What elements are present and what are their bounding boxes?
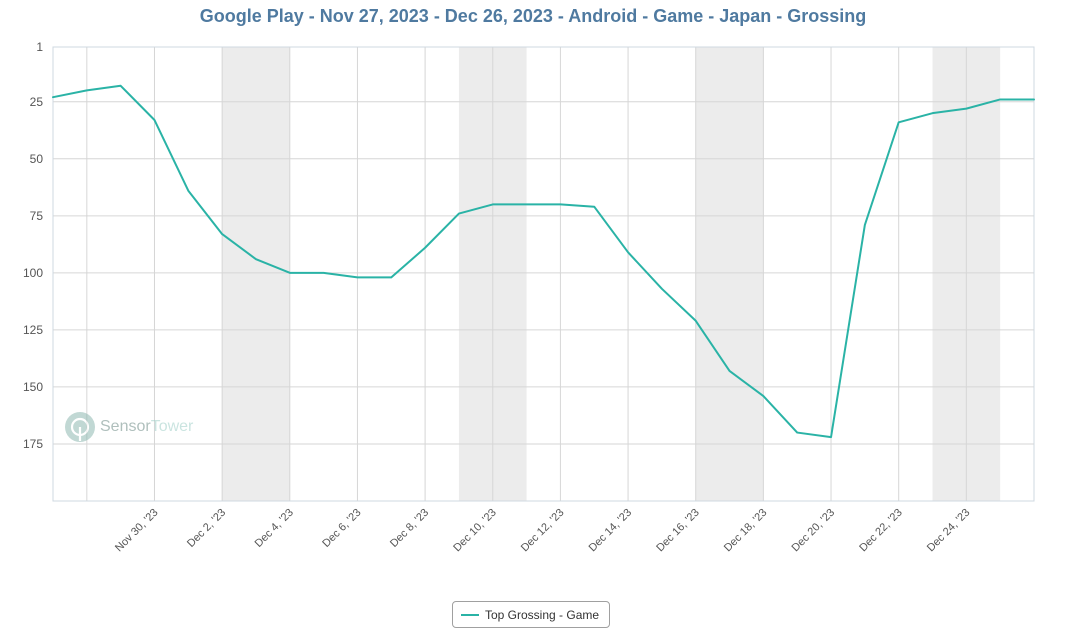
y-tick-label: 25 (30, 95, 44, 109)
legend-label: Top Grossing - Game (485, 607, 600, 622)
x-tick-label: Dec 8, '23 (388, 507, 431, 550)
legend-item[interactable]: Top Grossing - Game (452, 601, 610, 628)
x-tick-label: Dec 2, '23 (185, 507, 228, 550)
x-tick-label: Dec 22, '23 (857, 507, 905, 555)
legend-line-swatch (461, 613, 479, 616)
plot-border (52, 46, 1035, 502)
sensortower-logo-icon (65, 412, 95, 442)
x-tick-label: Dec 14, '23 (587, 507, 635, 555)
y-tick-label: 175 (23, 437, 43, 451)
x-tick-label: Dec 18, '23 (722, 507, 770, 555)
x-tick-label: Dec 12, '23 (519, 507, 567, 555)
x-tick-label: Dec 20, '23 (790, 507, 838, 555)
x-tick-label: Dec 16, '23 (654, 507, 702, 555)
x-tick-label: Dec 10, '23 (451, 507, 499, 555)
x-tick-label: Nov 30, '23 (113, 507, 161, 555)
y-tick-label: 125 (23, 323, 43, 337)
y-tick-label: 50 (30, 152, 44, 166)
y-tick-label: 75 (30, 209, 44, 223)
weekend-band (222, 47, 290, 501)
x-tick-label: Dec 6, '23 (320, 507, 363, 550)
y-tick-label: 1 (36, 40, 43, 54)
y-tick-label: 100 (23, 266, 43, 280)
chart-title: Google Play - Nov 27, 2023 - Dec 26, 202… (199, 6, 867, 26)
watermark-text-tower: Tower (150, 418, 194, 435)
x-tick-label: Dec 24, '23 (925, 507, 973, 555)
series-layer (52, 84, 1035, 439)
y-tick-label: 150 (23, 380, 43, 394)
sensortower-watermark: SensorTower (64, 410, 204, 444)
axes (52, 46, 1035, 502)
watermark-text-sensor: Sensor (100, 418, 151, 435)
x-tick-label: Dec 4, '23 (253, 507, 296, 550)
series-line (52, 84, 1035, 439)
weekend-band (695, 47, 764, 501)
